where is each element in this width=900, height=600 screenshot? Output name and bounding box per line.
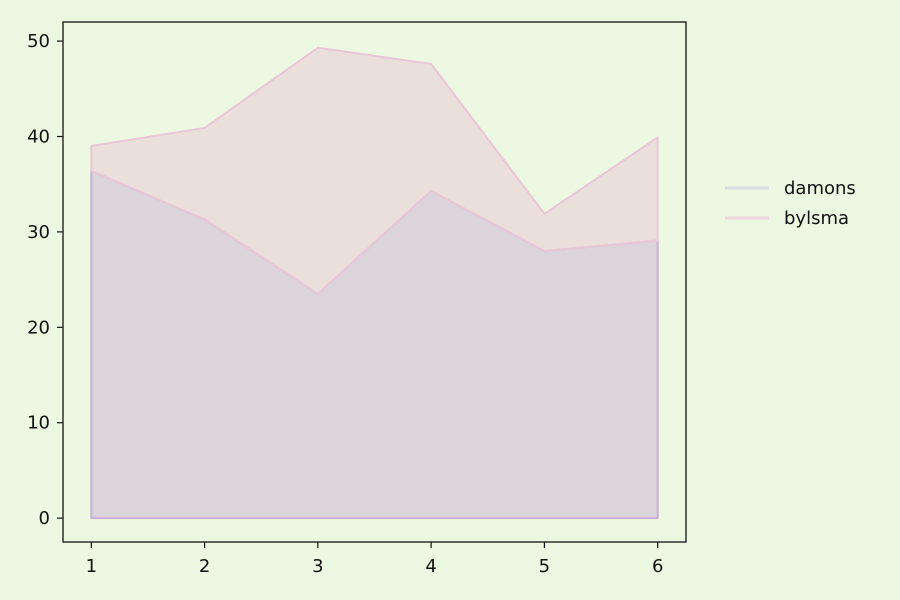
x-axis: 1 2 3 4 5 6 <box>86 542 663 577</box>
legend-label-damons: damons <box>784 178 856 199</box>
point-bylsma-6 <box>656 136 659 139</box>
x-tick-label-3: 3 <box>312 556 323 577</box>
point-bylsma-4 <box>429 62 433 66</box>
x-tick-label-2: 2 <box>199 556 210 577</box>
series-areas <box>90 46 659 520</box>
y-tick-label-30: 30 <box>27 222 50 243</box>
point-bylsma-1 <box>90 144 93 148</box>
x-tick-label-1: 1 <box>86 556 97 577</box>
y-tick-label-10: 10 <box>27 413 50 434</box>
legend-label-bylsma: bylsma <box>784 208 849 229</box>
y-tick-label-0: 0 <box>39 508 50 529</box>
legend: damons bylsma <box>725 178 856 229</box>
y-tick-label-20: 20 <box>27 317 50 338</box>
point-bylsma-2 <box>203 126 206 130</box>
y-axis: 0 10 20 30 40 50 <box>27 31 63 529</box>
x-tick-label-6: 6 <box>652 556 663 577</box>
plot-frame <box>62 21 687 543</box>
point-bylsma-3 <box>316 46 320 49</box>
y-tick-label-40: 40 <box>27 126 50 147</box>
x-tick-label-4: 4 <box>425 556 436 577</box>
y-tick-label-50: 50 <box>27 31 50 52</box>
x-tick-label-5: 5 <box>539 556 550 577</box>
point-bylsma-5 <box>543 212 546 215</box>
